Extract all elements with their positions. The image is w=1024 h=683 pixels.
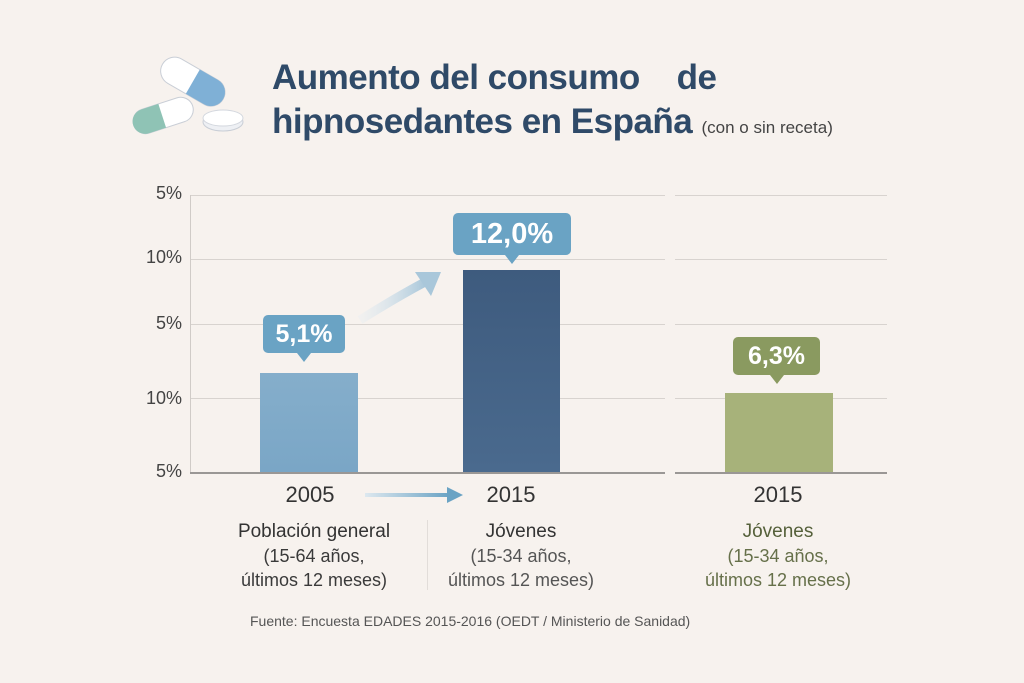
gridline [190,324,665,325]
y-tick-label: 10% [145,388,182,408]
group-detail: últimos 12 meses) [447,570,595,590]
group-detail: últimos 12 meses) [240,570,388,590]
gridline [675,259,887,260]
group-title: Jóvenes [485,521,557,542]
y-axis [190,195,191,473]
x-axis [675,472,887,474]
arrow-right-icon [365,487,463,503]
x-tick-label: 2005 [285,482,335,507]
source-note: Fuente: Encuesta EDADES 2015-2016 (OEDT … [250,613,691,629]
divider [427,520,428,590]
group-label-jovenes: Jóvenes (15-34 años, últimos 12 meses) [411,520,631,592]
title-note: (con o sin receta) [701,118,833,137]
title-line-2: hipnosedantes en España [272,102,693,141]
value-label-2005: 5,1% [263,315,345,362]
group-label-jovenes-right: Jóvenes (15-34 años, últimos 12 meses) [668,520,888,592]
group-title: Jóvenes [742,521,814,542]
gridline [190,195,665,196]
value-label-2015-right: 6,3% [733,337,820,384]
x-axis [190,472,665,474]
title-line-1: Aumento del consumo de [272,58,717,97]
group-title: Población general [237,521,391,542]
y-tick-label: 5% [155,183,182,203]
value-label-2015: 12,0% [453,213,571,264]
gridline [675,195,887,196]
y-tick-label: 5% [155,313,182,333]
gridline [190,398,665,399]
group-label-poblacion: Población general (15-64 años, últimos 1… [204,520,424,592]
gridline [190,259,665,260]
x-tick-label: 2015 [486,482,536,507]
group-detail: (15-34 años, [727,546,829,566]
group-detail: (15-34 años, [470,546,572,566]
x-tick-label: 2015 [753,482,803,507]
y-tick-label: 5% [155,461,182,481]
bar-2015-jovenes [463,270,560,472]
y-tick-label: 10% [145,247,182,267]
gridline [675,324,887,325]
group-detail: últimos 12 meses) [704,570,852,590]
group-detail: (15-64 años, [263,546,365,566]
pills-icon [132,56,244,135]
trend-arrow-icon [357,272,441,324]
bar-2005-poblacion [260,373,358,472]
bar-2015-jovenes-right [725,393,833,472]
